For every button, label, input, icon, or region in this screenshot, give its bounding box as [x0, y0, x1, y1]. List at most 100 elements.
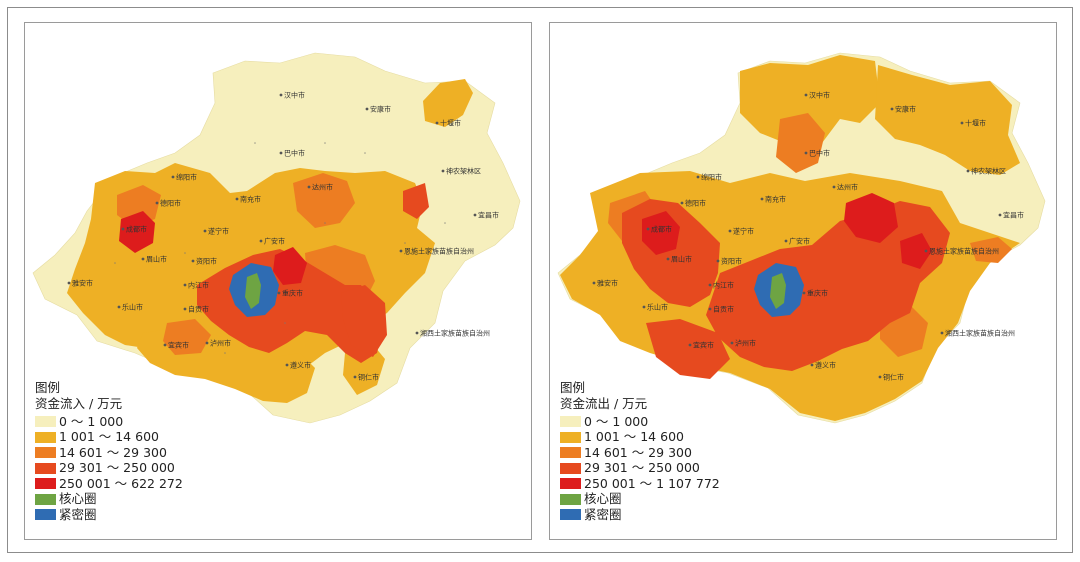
city-dot	[279, 93, 283, 97]
region-class3-d	[163, 319, 211, 355]
city-label: 宜昌市	[1003, 211, 1024, 220]
city-dot	[141, 257, 145, 261]
legend-label: 14 601 ～ 29 300	[584, 444, 692, 460]
legend-item: 250 001 ～ 1 107 772	[560, 476, 720, 492]
city-dot	[183, 283, 187, 287]
city-label: 绵阳市	[701, 173, 722, 182]
city-label: 安康市	[895, 105, 916, 114]
city-label: 眉山市	[671, 255, 692, 264]
city-dot	[784, 239, 788, 243]
city-label: 资阳市	[721, 257, 742, 266]
legend-swatch	[560, 416, 581, 428]
legend-label: 0 ～ 1 000	[59, 413, 124, 429]
city-label: 神农架林区	[971, 167, 1006, 176]
city-dot	[67, 281, 71, 285]
city-dot	[708, 283, 712, 287]
city-dot	[279, 151, 283, 155]
city-label: 资阳市	[196, 257, 217, 266]
legend-title: 图例	[35, 380, 61, 395]
legend-item: 250 001 ～ 622 272	[35, 476, 183, 492]
region-core-circle	[770, 273, 786, 309]
city-dot	[802, 291, 806, 295]
legend-item: 29 301 ～ 250 000	[560, 461, 720, 477]
legend-swatch	[560, 462, 581, 474]
city-dot	[415, 331, 419, 335]
city-label: 神农架林区	[446, 167, 481, 176]
city-label: 恩施土家族苗族自治州	[404, 247, 474, 256]
legend-item: 29 301 ～ 250 000	[35, 461, 183, 477]
city-label: 乐山市	[647, 303, 668, 312]
city-label: 达州市	[837, 183, 858, 192]
legend-label: 1 001 ～ 14 600	[584, 429, 684, 444]
city-dot	[353, 375, 357, 379]
region-class4-chongqing	[706, 201, 950, 371]
region-class3-a	[776, 113, 825, 173]
city-dot	[307, 185, 311, 189]
legend-swatch	[35, 462, 56, 474]
city-dot	[804, 93, 808, 97]
region-class3-d	[970, 237, 1012, 263]
city-label: 乐山市	[122, 303, 143, 312]
city-dot	[716, 259, 720, 263]
legend-title: 图例	[560, 380, 586, 395]
city-label: 湘西土家族苗族自治州	[945, 329, 1015, 338]
city-label: 遵义市	[290, 361, 311, 370]
legend-item: 1 001 ～ 14 600	[560, 430, 720, 446]
region-class5-chengdu	[642, 211, 680, 255]
legend-item: 紧密圈	[35, 507, 183, 523]
region-class5-east	[844, 193, 898, 243]
city-label: 巴中市	[284, 149, 305, 158]
legend-label: 紧密圈	[584, 506, 622, 522]
legend-item: 核心圈	[35, 492, 183, 508]
city-label: 铜仁市	[883, 373, 904, 382]
region-class5-enshi	[900, 233, 932, 269]
city-dot	[680, 201, 684, 205]
city-dot	[121, 227, 125, 231]
city-label: 遂宁市	[208, 227, 229, 236]
legend-swatch	[35, 416, 56, 428]
city-label: 重庆市	[282, 289, 303, 298]
city-dot	[696, 175, 700, 179]
city-label: 巴中市	[809, 149, 830, 158]
city-label: 十堰市	[440, 119, 461, 128]
city-dot	[832, 185, 836, 189]
region-class2-northeast	[875, 65, 1020, 175]
city-dot	[163, 343, 167, 347]
city-dot	[203, 229, 207, 233]
city-label: 重庆市	[807, 289, 828, 298]
region-core-circle	[245, 273, 261, 309]
city-label: 内江市	[713, 281, 734, 290]
region-class5-chongqing	[273, 247, 307, 285]
region-class4-south	[646, 319, 730, 379]
city-label: 内江市	[188, 281, 209, 290]
city-dot	[924, 249, 928, 253]
city-dot	[998, 213, 1002, 217]
city-dot	[117, 305, 121, 309]
legend-swatch	[35, 509, 56, 521]
city-label: 宜宾市	[168, 341, 189, 350]
city-dot	[435, 121, 439, 125]
legend-swatch	[560, 478, 581, 490]
region-shiyan	[423, 79, 473, 127]
city-label: 德阳市	[685, 199, 706, 208]
legend-label: 紧密圈	[59, 506, 97, 522]
city-label: 广安市	[264, 237, 285, 246]
outflow-legend: 图例 资金流出 / 万元 0 ～ 1 000 1 001 ～ 14 600 14…	[560, 380, 720, 523]
legend-item: 紧密圈	[560, 507, 720, 523]
legend-subtitle: 资金流入 / 万元	[35, 396, 123, 411]
region-class4-east	[403, 183, 429, 219]
legend-label: 29 301 ～ 250 000	[584, 460, 700, 475]
city-label: 汉中市	[809, 91, 830, 100]
legend-label: 1 001 ～ 14 600	[59, 429, 159, 444]
legend-label: 核心圈	[59, 491, 97, 506]
legend-swatch	[560, 431, 581, 443]
city-dot	[760, 197, 764, 201]
city-label: 眉山市	[146, 255, 167, 264]
city-dot	[878, 375, 882, 379]
city-label: 遂宁市	[733, 227, 754, 236]
region-class2-north	[740, 55, 880, 143]
legend-item: 14 601 ～ 29 300	[35, 445, 183, 461]
city-dot	[473, 213, 477, 217]
